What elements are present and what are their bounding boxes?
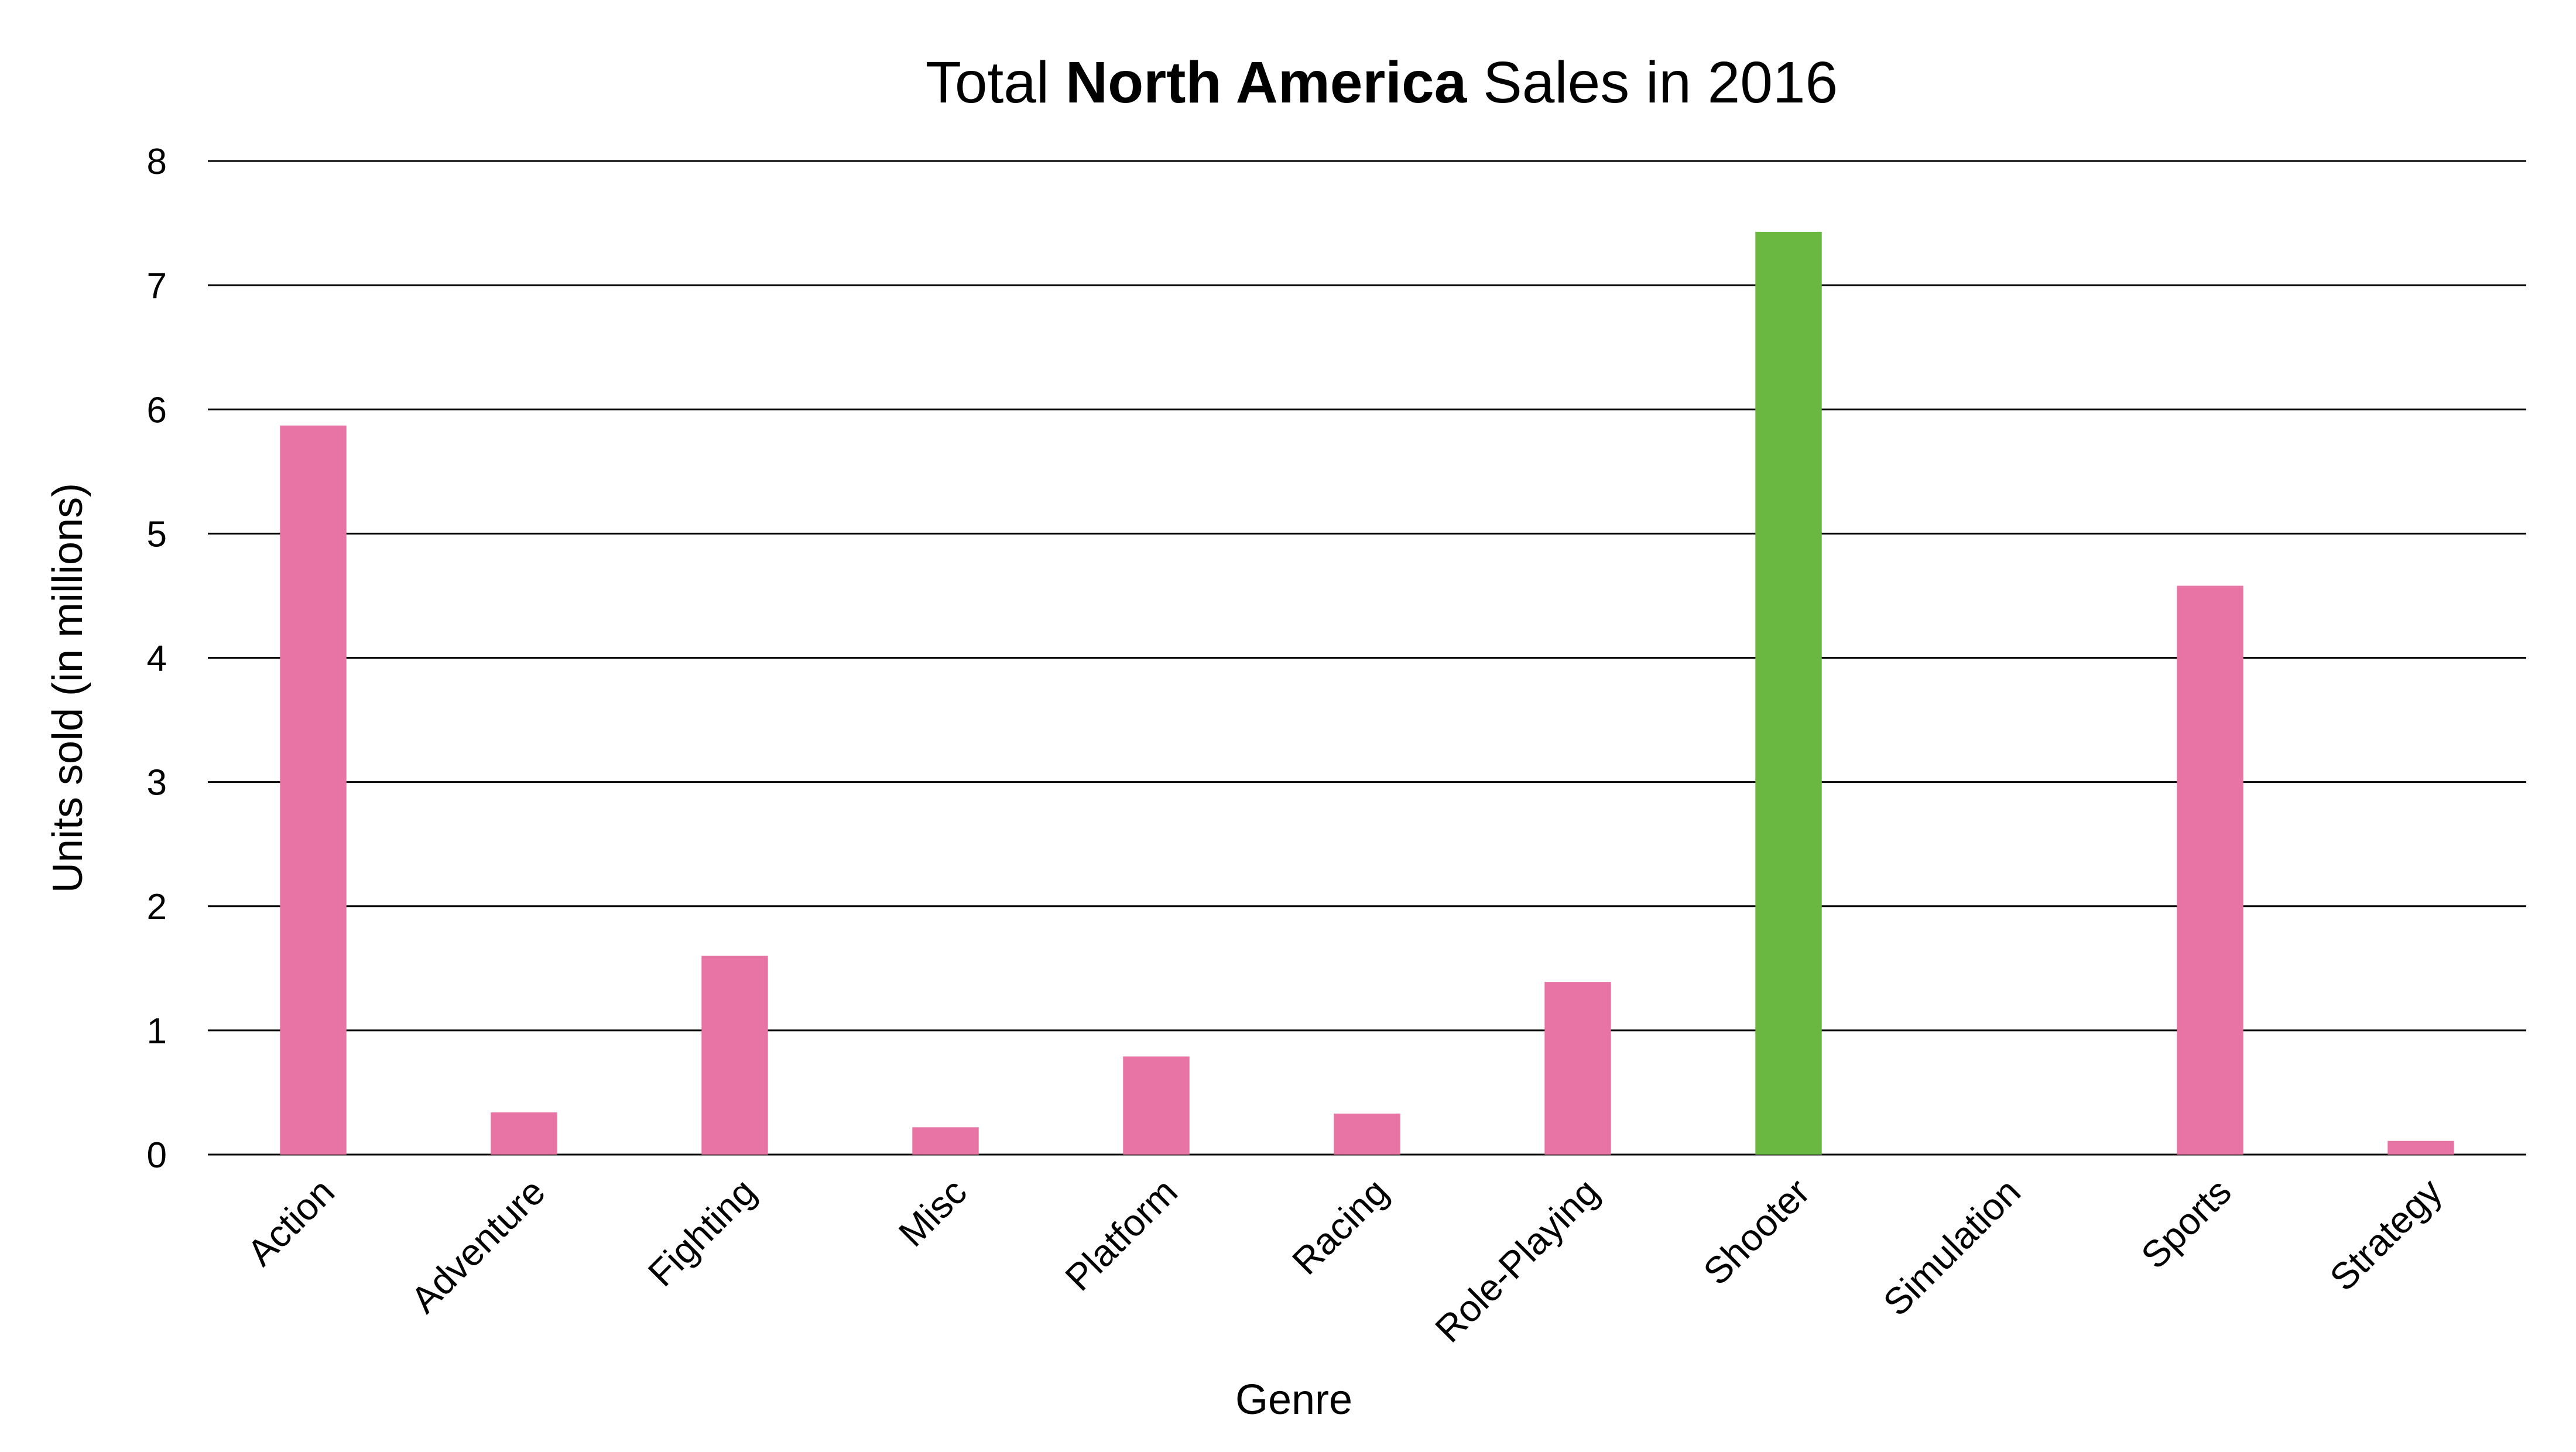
x-tick-label: Fighting — [640, 1170, 764, 1295]
y-tick-labels: 0 1 2 3 4 5 6 7 8 — [147, 142, 167, 1176]
x-tick-label: Racing — [1284, 1170, 1396, 1283]
bar-shooter — [1755, 231, 1822, 1155]
x-tick-label: Sports — [2133, 1170, 2239, 1277]
x-tick-label: Action — [239, 1170, 342, 1274]
y-tick-label: 8 — [147, 142, 167, 182]
bar-racing — [1334, 1113, 1400, 1155]
x-tick-label: Adventure — [403, 1170, 553, 1321]
y-tick-label: 7 — [147, 266, 167, 306]
bars — [280, 231, 2454, 1155]
bar-platform — [1123, 1056, 1190, 1155]
x-tick-label: Simulation — [1875, 1170, 2029, 1324]
x-tick-labels: Action Adventure Fighting Misc Platform Racin… — [239, 1170, 2450, 1350]
bar-fighting — [701, 956, 768, 1155]
chart-title-prefix: Total — [926, 50, 1066, 115]
grid-lines — [208, 160, 2526, 1156]
bar-sports — [2177, 585, 2243, 1155]
chart-title: Total North America Sales in 2016 — [926, 50, 1838, 115]
y-tick-label: 6 — [147, 390, 167, 430]
bar-misc — [912, 1127, 979, 1155]
y-tick-label: 4 — [147, 639, 167, 679]
chart-title-suffix: Sales in 2016 — [1467, 50, 1838, 115]
x-axis-label: Genre — [1235, 1376, 1352, 1423]
x-tick-label: Strategy — [2321, 1170, 2450, 1299]
bar-role-playing — [1544, 982, 1611, 1155]
bar-strategy — [2387, 1141, 2454, 1155]
y-tick-label: 3 — [147, 763, 167, 803]
bar-action — [280, 425, 347, 1155]
chart-title-emphasis: North America — [1066, 50, 1468, 115]
x-tick-label: Shooter — [1695, 1170, 1817, 1293]
y-tick-label: 2 — [147, 887, 167, 927]
y-tick-label: 1 — [147, 1011, 167, 1052]
y-tick-label: 0 — [147, 1135, 167, 1176]
y-tick-label: 5 — [147, 514, 167, 554]
x-tick-label: Role-Playing — [1427, 1170, 1606, 1350]
x-tick-label: Platform — [1057, 1170, 1185, 1299]
x-tick-label: Misc — [890, 1170, 975, 1255]
y-axis-label: Units sold (in millions) — [44, 483, 91, 893]
bar-adventure — [491, 1112, 557, 1155]
